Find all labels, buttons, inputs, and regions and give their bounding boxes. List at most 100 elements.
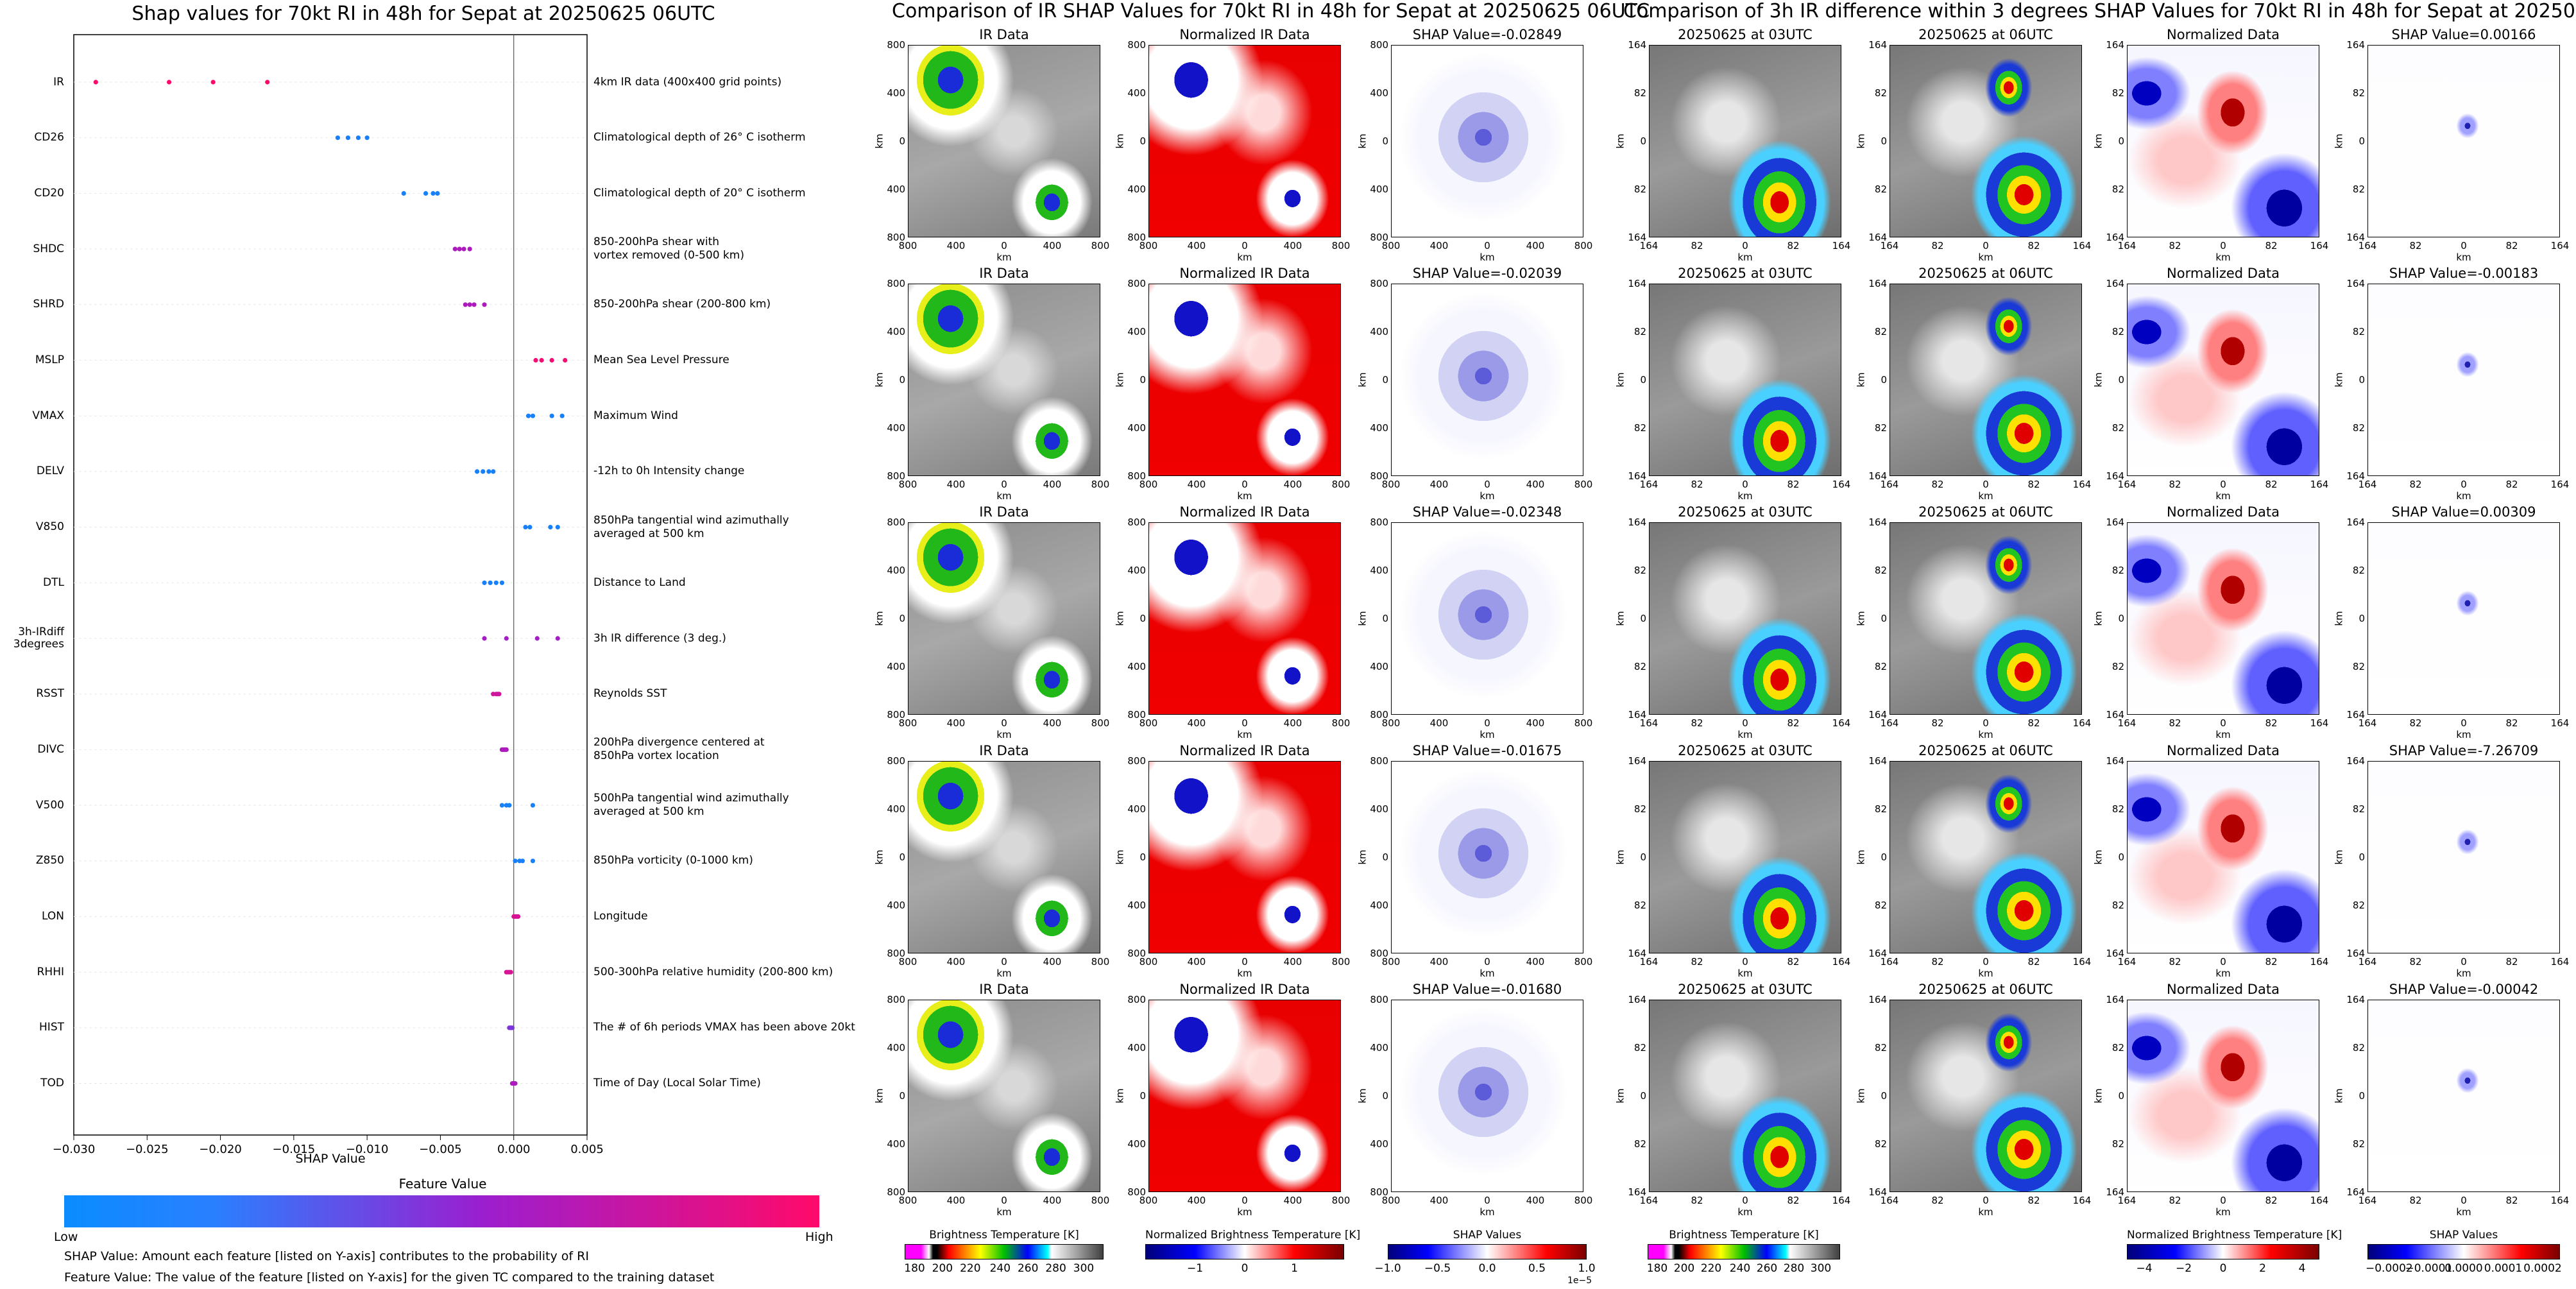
normalized-ir-image	[1148, 761, 1341, 953]
y-tick-label: 400	[1370, 422, 1388, 434]
shap-point	[431, 191, 436, 196]
x-tick-label: 0	[1001, 717, 1007, 729]
feature-description: 850-200hPa shear (200-800 km)	[593, 298, 771, 311]
y-tick-label: 0	[1139, 613, 1146, 624]
x-tick-label: 400	[1429, 1195, 1449, 1206]
x-tick-label: 0	[1742, 240, 1748, 252]
shap-point	[265, 80, 270, 85]
shap-point	[467, 302, 472, 307]
y-tick-label: 0	[1382, 851, 1388, 863]
feature-name: LON	[42, 910, 64, 923]
y-axis-label: km	[1855, 1088, 1867, 1104]
ir-06utc-image	[1889, 761, 2082, 953]
normalized-ir-image	[1148, 45, 1341, 237]
x-tick-label: 164	[2310, 956, 2329, 968]
feature-description: 200hPa divergence centered at 850hPa vor…	[593, 736, 765, 763]
x-tick-label: 800	[1139, 1195, 1158, 1206]
x-tick-label: 0	[2461, 717, 2467, 729]
y-tick-label: 164	[1868, 278, 1887, 289]
x-tick-label: 800	[898, 717, 917, 729]
shap-point	[486, 469, 491, 474]
feature-name: SHRD	[33, 298, 64, 311]
y-tick-label: 800	[1127, 994, 1146, 1005]
x-tick-label: 400	[1526, 956, 1545, 968]
x-tick-label: 82	[2169, 240, 2181, 252]
shap-point	[507, 803, 512, 808]
x-tick-label: 0	[1983, 479, 1989, 490]
shap-point	[504, 747, 509, 752]
x-tick-label: 400	[1043, 479, 1062, 490]
ir-03utc-image	[1649, 45, 1841, 237]
x-tick-label: 800	[1139, 240, 1158, 252]
x-tick-label: 0	[2220, 240, 2226, 252]
colorbar-tick-label: 280	[1783, 1262, 1805, 1275]
y-tick-label: 164	[2106, 948, 2124, 959]
x-tick-label: 164	[2072, 956, 2092, 968]
colorbar-label: Normalized Brightness Temperature [K]	[2127, 1229, 2342, 1242]
colorbar-tick-label: 0	[2219, 1262, 2227, 1275]
x-tick-label: 82	[2505, 956, 2518, 968]
y-tick-label: 164	[1868, 948, 1887, 959]
y-tick-label: 82	[1874, 326, 1887, 337]
x-tick-label: 0	[2220, 1195, 2226, 1206]
shap-point	[525, 413, 531, 418]
y-tick-label: 164	[2106, 994, 2124, 1005]
normalized-ir-image	[1148, 284, 1341, 476]
normalized-ir-image	[1148, 1000, 1341, 1192]
y-tick-label: 82	[1633, 184, 1646, 195]
y-axis-label: km	[873, 372, 885, 388]
y-tick-label: 0	[2358, 613, 2365, 624]
x-tick-label: 0	[1742, 1195, 1748, 1206]
x-tick-label: 164	[2358, 956, 2377, 968]
diff-shap-image	[2367, 1000, 2560, 1192]
x-tick-label: 800	[1574, 479, 1593, 490]
summary-title: Shap values for 70kt RI in 48h for Sepat…	[132, 3, 715, 25]
feature-name: RHHI	[37, 965, 64, 978]
y-axis-label: km	[1855, 372, 1867, 388]
x-axis-label: km	[1237, 1206, 1252, 1218]
panel-title: Normalized IR Data	[1179, 27, 1310, 42]
x-tick-label: 82	[2505, 1195, 2518, 1206]
feature-description: Climatological depth of 26° C isotherm	[593, 131, 806, 144]
y-axis-label: km	[1614, 372, 1626, 388]
panel-title: 20250625 at 06UTC	[1918, 27, 2053, 42]
colorbar-tick-label: 220	[1700, 1262, 1722, 1275]
x-axis-label: km	[2456, 729, 2471, 740]
shap-point	[488, 580, 493, 585]
colorbar-offset: 1e−5	[1567, 1276, 1592, 1286]
y-tick-label: 0	[1640, 1090, 1646, 1102]
x-tick-label: 82	[1691, 240, 1703, 252]
feature-description: -12h to 0h Intensity change	[593, 465, 745, 478]
colorbar-tick-label: 300	[1810, 1262, 1832, 1275]
shap-point	[364, 135, 370, 141]
y-tick-label: 400	[887, 326, 905, 337]
y-tick-label: 800	[887, 994, 905, 1005]
y-tick-label: 800	[887, 278, 905, 289]
x-axis-label: km	[2456, 968, 2471, 979]
y-tick-label: 82	[1874, 803, 1887, 815]
x-tick-label: 82	[2505, 479, 2518, 490]
panel-title: 20250625 at 06UTC	[1918, 982, 2053, 997]
shap-point	[513, 858, 518, 864]
y-tick-label: 82	[2111, 900, 2124, 911]
x-tick-label: 800	[1574, 956, 1593, 968]
y-tick-label: 82	[2352, 900, 2365, 911]
x-tick-label: 0	[1241, 479, 1248, 490]
colorbar-tick-label: 1.0	[1578, 1262, 1596, 1275]
x-tick-label: 164	[2072, 717, 2092, 729]
panel-title: 20250625 at 03UTC	[1678, 743, 1813, 758]
x-tick-label: −0.005	[419, 1143, 462, 1155]
x-tick-label: 400	[1429, 717, 1449, 729]
x-tick-label: 400	[1526, 717, 1545, 729]
y-tick-label: 82	[2111, 1138, 2124, 1150]
y-tick-label: 164	[2346, 516, 2365, 528]
feature-description: Longitude	[593, 910, 648, 923]
feature-colorbar-title: Feature Value	[398, 1176, 487, 1191]
x-tick-label: 82	[1787, 240, 1800, 252]
summary-xlabel: SHAP Value	[295, 1152, 366, 1166]
y-tick-label: 400	[1127, 326, 1146, 337]
feature-description: Climatological depth of 20° C isotherm	[593, 186, 806, 200]
ir-data-image	[908, 761, 1100, 953]
y-tick-label: 800	[1127, 470, 1146, 482]
colorbar-tick-label: 200	[1673, 1262, 1695, 1275]
